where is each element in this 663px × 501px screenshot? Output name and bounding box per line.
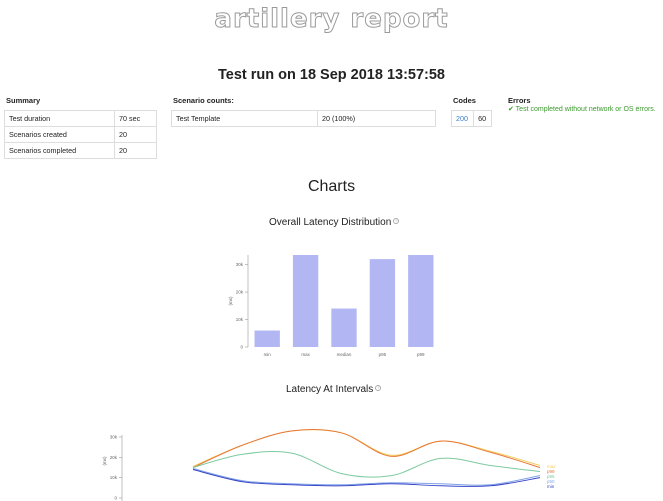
- errors-heading: Errors: [508, 96, 531, 105]
- bar: [408, 255, 434, 347]
- x-tick-label: max: [301, 352, 310, 357]
- status-count: 60: [473, 110, 492, 127]
- summary-heading: Summary: [6, 96, 41, 105]
- y-tick-label: 30k: [110, 435, 118, 440]
- summary-value: 20: [114, 142, 157, 159]
- help-icon[interactable]: ?: [375, 385, 382, 391]
- series-line-max: [192, 429, 541, 467]
- charts-heading: Charts: [307, 178, 356, 195]
- y-axis-label: (ms): [102, 456, 107, 465]
- series-line-p99: [192, 429, 541, 468]
- bar: [292, 255, 319, 347]
- legend-label: p50: [547, 479, 555, 484]
- legend-label: p95: [547, 474, 555, 479]
- status-code: 200: [450, 110, 475, 127]
- chart-title-text: Overall Latency Distribution: [269, 217, 392, 228]
- x-tick-label: p99: [417, 352, 425, 357]
- y-axis-label: (ms): [228, 296, 233, 305]
- y-tick-label: 10k: [110, 475, 118, 480]
- bar: [369, 259, 396, 347]
- legend-label: min: [547, 484, 555, 489]
- y-tick-label: 20k: [110, 455, 118, 460]
- app-logo: artillery report: [0, 4, 663, 35]
- scenario-name: Test Template: [171, 110, 318, 127]
- table-row: Test Template 20 (100%): [171, 110, 436, 127]
- series-line-min: [192, 469, 541, 487]
- table-row: 200 60: [450, 110, 492, 127]
- codes-heading: Codes: [453, 96, 476, 105]
- summary-table: Test duration 70 sec Scenarios created 2…: [4, 110, 157, 159]
- bar: [254, 330, 280, 347]
- help-icon[interactable]: ?: [393, 218, 400, 224]
- x-tick-label: median: [337, 352, 352, 357]
- scenario-count: 20 (100%): [317, 110, 436, 127]
- series-line-p95: [192, 451, 541, 478]
- y-tick-label: 30k: [236, 262, 244, 267]
- x-tick-label: min: [264, 352, 272, 357]
- bar: [331, 308, 357, 347]
- page-title: Test run on 18 Sep 2018 13:57:58: [217, 67, 445, 83]
- logo-text: artillery report: [214, 4, 449, 35]
- errors-message: ✔ Test completed without network or OS e…: [508, 106, 656, 113]
- y-tick-label: 20k: [236, 290, 244, 295]
- x-tick-label: p95: [379, 352, 387, 357]
- table-row: Scenarios completed 20: [4, 142, 157, 159]
- scenario-counts-heading: Scenario counts:: [173, 96, 234, 105]
- table-row: Test duration 70 sec: [4, 110, 157, 127]
- legend-label: p99: [547, 469, 555, 474]
- scenario-counts-table: Test Template 20 (100%): [171, 110, 436, 127]
- series-line-p50: [192, 468, 541, 486]
- y-tick-label: 0: [114, 496, 117, 501]
- y-tick-label: 0: [240, 345, 243, 350]
- y-tick-label: 10k: [236, 317, 244, 322]
- legend-label: max: [547, 464, 556, 469]
- latency-at-intervals-title: Latency At Intervals?: [286, 384, 382, 395]
- codes-table: 200 60: [450, 110, 492, 127]
- chart-title-text: Latency At Intervals: [286, 384, 374, 395]
- latency-distribution-title: Overall Latency Distribution?: [269, 217, 400, 228]
